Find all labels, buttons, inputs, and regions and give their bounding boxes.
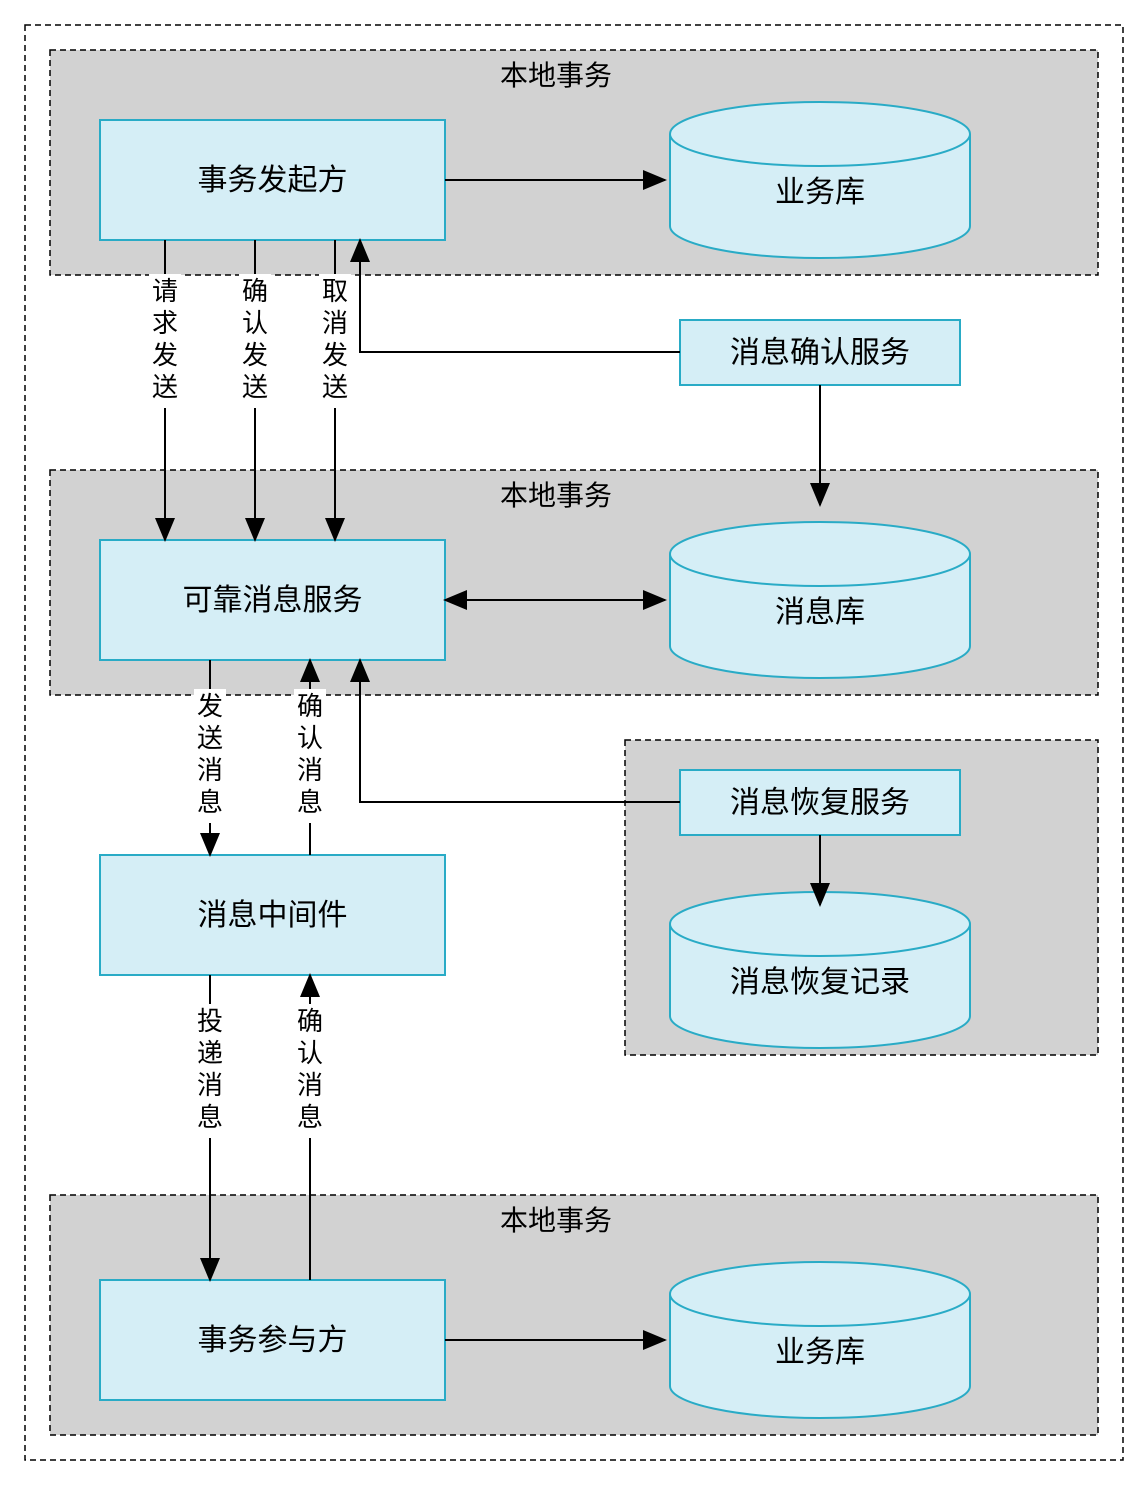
arrow-label-confirm-msg-up1-char2: 消 (297, 756, 323, 785)
arrow-label-confirm-send-char1: 认 (242, 309, 268, 338)
arrow-label-request-send-char1: 求 (152, 309, 178, 338)
arrow-label-confirm-msg-up2-char2: 消 (297, 1071, 323, 1100)
container-label-local-tx-bottom: 本地事务 (500, 1205, 612, 1237)
arrow-label-send-msg-down-char2: 消 (197, 756, 223, 785)
cylinder-label-biz-db-top: 业务库 (775, 176, 865, 209)
cylinder-biz-db-bottom: 业务库 (670, 1262, 970, 1418)
container-label-local-tx-top: 本地事务 (500, 60, 612, 92)
cylinder-msg-db: 消息库 (670, 522, 970, 678)
box-label-reliable-msg-svc: 可靠消息服务 (183, 584, 363, 617)
box-label-msg-middleware: 消息中间件 (198, 899, 348, 932)
arrow-label-cancel-send-char0: 取 (322, 277, 348, 306)
box-label-tx-initiator: 事务发起方 (198, 164, 348, 197)
arrow-label-confirm-msg-up2-char0: 确 (297, 1007, 323, 1036)
arrow-label-confirm-msg-up1-char1: 认 (297, 724, 323, 753)
arrow-label-confirm-send-char3: 送 (242, 373, 268, 402)
arrow-label-confirm-msg-up2-char3: 息 (297, 1103, 323, 1132)
arrow-label-request-send-char3: 送 (152, 373, 178, 402)
cylinder-recovery-record: 消息恢复记录 (670, 892, 970, 1048)
arrow-label-confirm-send-char0: 确 (242, 277, 268, 306)
arrow-label-request-send-char0: 请 (152, 277, 178, 306)
arrow-label-confirm-msg-up1-char0: 确 (297, 692, 323, 721)
arrow-label-request-send-char2: 发 (152, 341, 178, 370)
box-label-msg-recovery-svc: 消息恢复服务 (730, 787, 910, 820)
arrow-label-confirm-msg-up2-char1: 认 (297, 1039, 323, 1068)
cylinder-label-biz-db-bottom: 业务库 (775, 1336, 865, 1369)
arrow-label-cancel-send-char1: 消 (322, 309, 348, 338)
arrow-label-confirm-msg-up1-char3: 息 (297, 788, 323, 817)
arrow-label-confirm-send-char2: 发 (242, 341, 268, 370)
cylinder-biz-db-top: 业务库 (670, 102, 970, 258)
arrow-label-send-msg-down-char1: 送 (197, 724, 223, 753)
arrow-label-send-msg-down-char0: 发 (197, 692, 223, 721)
container-label-local-tx-middle: 本地事务 (500, 480, 612, 512)
architecture-diagram: 本地事务本地事务本地事务业务库消息库消息恢复记录业务库事务发起方消息确认服务可靠… (0, 0, 1148, 1485)
arrow-label-cancel-send-char2: 发 (322, 341, 348, 370)
arrow-label-deliver-msg-down-char3: 息 (197, 1103, 223, 1132)
arrow-label-deliver-msg-down-char2: 消 (197, 1071, 223, 1100)
arrow-label-send-msg-down-char3: 息 (197, 788, 223, 817)
box-label-tx-participant: 事务参与方 (198, 1324, 348, 1357)
box-label-msg-confirm-svc: 消息确认服务 (730, 337, 910, 370)
cylinder-label-msg-db: 消息库 (775, 596, 865, 629)
cylinder-label-recovery-record: 消息恢复记录 (730, 966, 910, 999)
arrow-label-cancel-send-char3: 送 (322, 373, 348, 402)
arrow-label-deliver-msg-down-char0: 投 (197, 1007, 223, 1036)
arrow-label-deliver-msg-down-char1: 递 (197, 1039, 223, 1068)
